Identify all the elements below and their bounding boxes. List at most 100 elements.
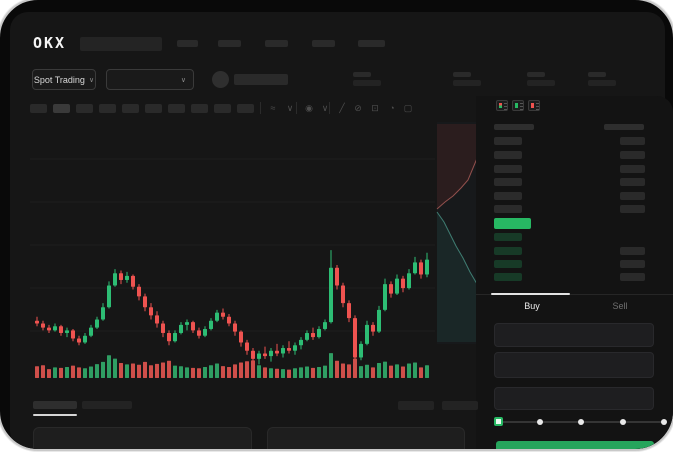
price-placeholder xyxy=(494,178,522,186)
candle-body xyxy=(383,284,387,310)
volume-bar xyxy=(233,364,237,378)
nav-item-placeholder[interactable] xyxy=(312,40,335,47)
market-type-dropdown[interactable]: Spot Trading ∨ xyxy=(32,69,96,90)
order-price-input[interactable] xyxy=(494,323,654,347)
bottom-tab[interactable] xyxy=(82,401,132,409)
volume-bar xyxy=(413,362,417,378)
bottom-action-placeholder[interactable] xyxy=(398,401,434,410)
amount-placeholder xyxy=(620,178,645,186)
candle-body xyxy=(107,285,111,308)
volume-bar xyxy=(113,358,117,378)
volume-bar xyxy=(383,361,387,378)
nav-item-placeholder[interactable] xyxy=(218,40,241,47)
volume-bar xyxy=(167,360,171,378)
slider-step-dot[interactable] xyxy=(578,419,584,425)
volume-bar xyxy=(287,369,291,378)
candle-body xyxy=(203,328,207,336)
volume-bar xyxy=(275,368,279,378)
compare-icon[interactable]: ⊘ xyxy=(354,103,362,113)
volume-bar xyxy=(281,369,285,378)
slider-step-dot[interactable] xyxy=(661,419,667,425)
camera-icon[interactable]: ⊡ xyxy=(371,103,379,113)
candle-body xyxy=(71,330,75,339)
volume-bar xyxy=(263,367,267,378)
candlestick-chart[interactable] xyxy=(30,122,435,384)
volume-bar xyxy=(83,368,87,378)
candle-body xyxy=(281,348,285,354)
candle-body xyxy=(359,343,363,358)
volume-bar xyxy=(245,361,249,378)
toolbar-tool-placeholder[interactable] xyxy=(168,104,185,113)
volume-bar xyxy=(407,363,411,378)
toolbar-tool-placeholder[interactable] xyxy=(214,104,231,113)
book-bids-icon[interactable] xyxy=(512,100,524,111)
volume-bar xyxy=(125,364,129,378)
candle-body xyxy=(77,338,81,343)
volume-bar xyxy=(251,360,255,378)
bottom-tab-active[interactable] xyxy=(33,401,77,409)
candle-body xyxy=(347,303,351,319)
volume-bar xyxy=(335,360,339,378)
slider-step-dot[interactable] xyxy=(536,419,543,425)
stat-value-placeholder xyxy=(453,80,481,86)
volume-bar xyxy=(299,367,303,378)
candle-body xyxy=(269,350,273,357)
candle-body xyxy=(137,286,141,297)
chevron-down-icon[interactable]: ∨ xyxy=(321,103,329,113)
tab-sell[interactable]: Sell xyxy=(612,301,628,311)
toolbar-tool-placeholder[interactable] xyxy=(145,104,162,113)
toolbar-tool-placeholder[interactable] xyxy=(237,104,254,113)
volume-bar xyxy=(107,355,111,378)
orderbook-col-header-price xyxy=(494,124,534,130)
volume-bar xyxy=(101,361,105,378)
amount-slider[interactable] xyxy=(494,417,667,426)
nav-item-placeholder[interactable] xyxy=(358,40,385,47)
nav-item-placeholder[interactable] xyxy=(177,40,198,47)
order-total-input[interactable] xyxy=(494,387,654,410)
toolbar-tool-placeholder[interactable] xyxy=(122,104,139,113)
candle-body xyxy=(113,273,117,286)
order-amount-input[interactable] xyxy=(494,352,654,378)
amount-placeholder xyxy=(620,205,645,213)
volume-bar xyxy=(425,365,429,378)
candle-body xyxy=(125,275,129,280)
nav-item-placeholder[interactable] xyxy=(265,40,288,47)
slider-step-dot[interactable] xyxy=(619,419,626,425)
toolbar-tool-placeholder[interactable] xyxy=(76,104,93,113)
history-icon[interactable]: ◔ xyxy=(389,103,395,113)
book-asks-icon[interactable] xyxy=(528,100,540,111)
candle-body xyxy=(215,312,219,321)
candle-body xyxy=(371,324,375,332)
bottom-action-placeholder[interactable] xyxy=(442,401,478,410)
candle-body xyxy=(197,330,201,336)
volume-bar xyxy=(323,365,327,378)
volume-bar xyxy=(197,368,201,378)
fullscreen-icon[interactable]: ▢ xyxy=(403,103,413,113)
toolbar-tool-placeholder[interactable] xyxy=(99,104,116,113)
buy-submit-button[interactable] xyxy=(496,441,654,449)
slider-handle[interactable] xyxy=(494,417,503,426)
line-tool-icon[interactable]: ╱ xyxy=(339,103,345,113)
chart-type-icon[interactable]: ≈ xyxy=(270,103,276,113)
pair-dropdown[interactable]: ∨ xyxy=(106,69,194,90)
orderbook-col-header-amount xyxy=(604,124,644,130)
candle-body xyxy=(329,267,333,323)
toolbar-divider xyxy=(296,102,297,114)
indicators-icon[interactable]: ◉ xyxy=(305,103,313,113)
book-all-icon[interactable] xyxy=(496,100,508,111)
volume-bar xyxy=(221,366,225,378)
tab-buy[interactable]: Buy xyxy=(524,301,540,311)
volume-bar xyxy=(179,366,183,378)
volume-bar xyxy=(137,364,141,378)
volume-bar xyxy=(185,367,189,378)
chevron-down-icon[interactable]: ∨ xyxy=(286,103,294,113)
toolbar-tool-placeholder[interactable] xyxy=(191,104,208,113)
placeholder-bar xyxy=(80,37,162,51)
amount-placeholder xyxy=(620,137,645,145)
amount-placeholder xyxy=(620,260,645,268)
candle-body xyxy=(89,327,93,336)
candle-body xyxy=(305,333,309,340)
toolbar-tool-placeholder[interactable] xyxy=(53,104,70,113)
candle-body xyxy=(179,324,183,334)
toolbar-tool-placeholder[interactable] xyxy=(30,104,47,113)
